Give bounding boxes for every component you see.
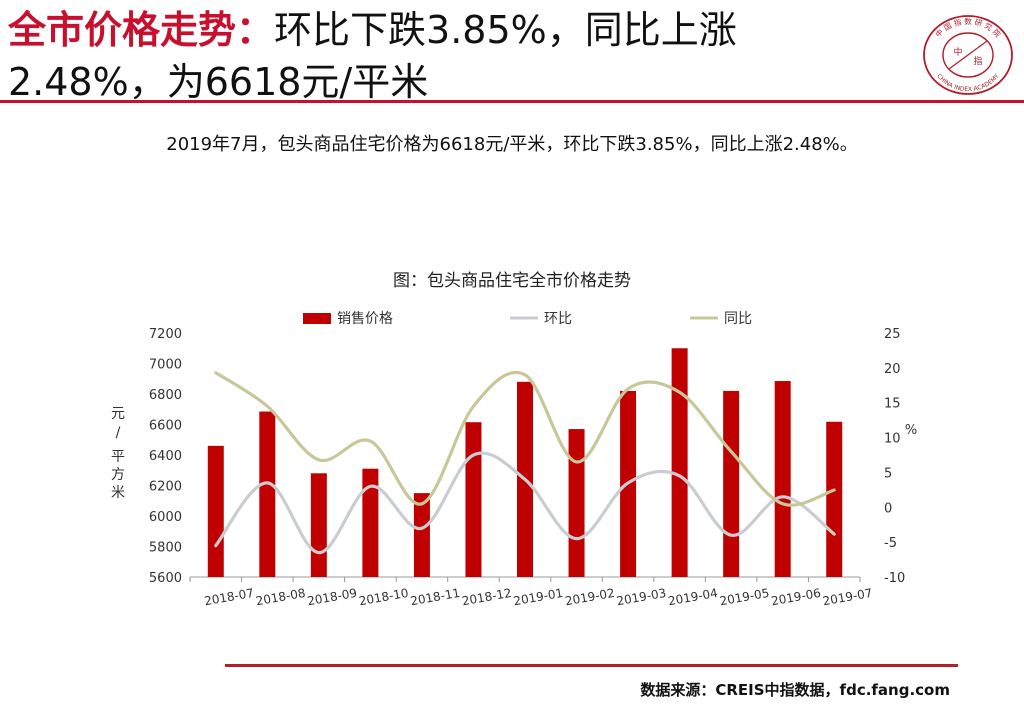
logo-center-1: 中 [953,46,962,58]
summary-text: 2019年7月，包头商品住宅价格为6618元/平米，环比下跌3.85%，同比上涨… [166,134,858,155]
y2-tick-label: 10 [884,432,901,447]
y-tick-label: 7200 [149,327,182,342]
price-bar [671,348,688,577]
x-tick-label: 2018-09 [306,586,358,608]
y-tick-label: 6800 [149,388,182,403]
price-bar [723,390,740,577]
price-bar [465,422,482,577]
legend-label-1: 环比 [544,311,572,327]
chart-title: 图：包头商品住宅全市价格走势 [393,271,631,291]
x-tick-label: 2019-05 [719,586,771,608]
y-tick-label: 6600 [149,419,182,434]
legend-label-0: 销售价格 [337,311,393,327]
title-rest: 环比下跌3.85%，同比上涨 [274,8,737,52]
y2-tick-label: -10 [884,571,905,586]
price-bar [774,381,791,577]
footer-divider [225,664,958,667]
x-tick-label: 2019-01 [512,586,564,608]
price-bar [413,493,430,577]
page-title: 全市价格走势：环比下跌3.85%，同比上涨 2.48%，为6618元/平米 [8,4,888,108]
y-axis-label-char: 元 [111,406,125,422]
y-tick-label: 7000 [149,358,182,373]
x-tick-label: 2018-10 [358,586,410,608]
y-axis-label-char: / [116,425,121,441]
x-tick-label: 2019-06 [770,586,822,608]
x-tick-label: 2019-04 [667,586,719,608]
legend-label-2: 同比 [724,311,752,327]
y2-tick-label: 15 [884,397,901,412]
china-index-academy-logo: 中 指 中 国 指 数 研 究 院 CHINA INDEX ACADEMY [923,15,1013,95]
y2-tick-label: 25 [884,327,901,342]
y-tick-label: 5600 [149,571,182,586]
x-tick-label: 2018-11 [409,586,461,608]
x-tick-label: 2018-07 [203,586,255,608]
price-bar [207,445,224,577]
logo-center-2: 指 [973,55,982,67]
y2-axis-label: % [905,423,917,438]
y-axis-label-char: 米 [111,485,125,501]
y-tick-label: 5800 [149,541,182,556]
mom-line [214,451,836,555]
title-line-2: 2.48%，为6618元/平米 [8,60,429,104]
y-tick-label: 6400 [149,449,182,464]
y2-tick-label: -5 [884,536,897,551]
legend-swatch-0 [303,313,331,324]
title-accent: 全市价格走势： [8,8,275,52]
price-bar [310,473,327,577]
price-bar [259,411,276,577]
y-tick-label: 6200 [149,480,182,495]
y-axis-label-char: 方 [111,467,125,483]
data-source: 数据来源：CREIS中指数据，fdc.fang.com [640,681,950,699]
x-tick-label: 2018-12 [461,586,513,608]
yoy-line [214,370,836,507]
x-tick-label: 2019-03 [615,586,667,608]
x-tick-label: 2019-02 [564,586,616,608]
x-tick-label: 2019-07 [822,586,874,608]
price-bar [826,421,843,577]
price-bar [362,468,379,577]
x-tick-label: 2018-08 [255,586,307,608]
title-divider [0,100,1024,103]
y2-tick-label: 5 [884,466,892,481]
y2-tick-label: 20 [884,362,901,377]
y-tick-label: 6000 [149,510,182,525]
y2-tick-label: 0 [884,501,892,516]
y-axis-label-char: 平 [111,449,125,465]
price-bar [568,429,585,577]
